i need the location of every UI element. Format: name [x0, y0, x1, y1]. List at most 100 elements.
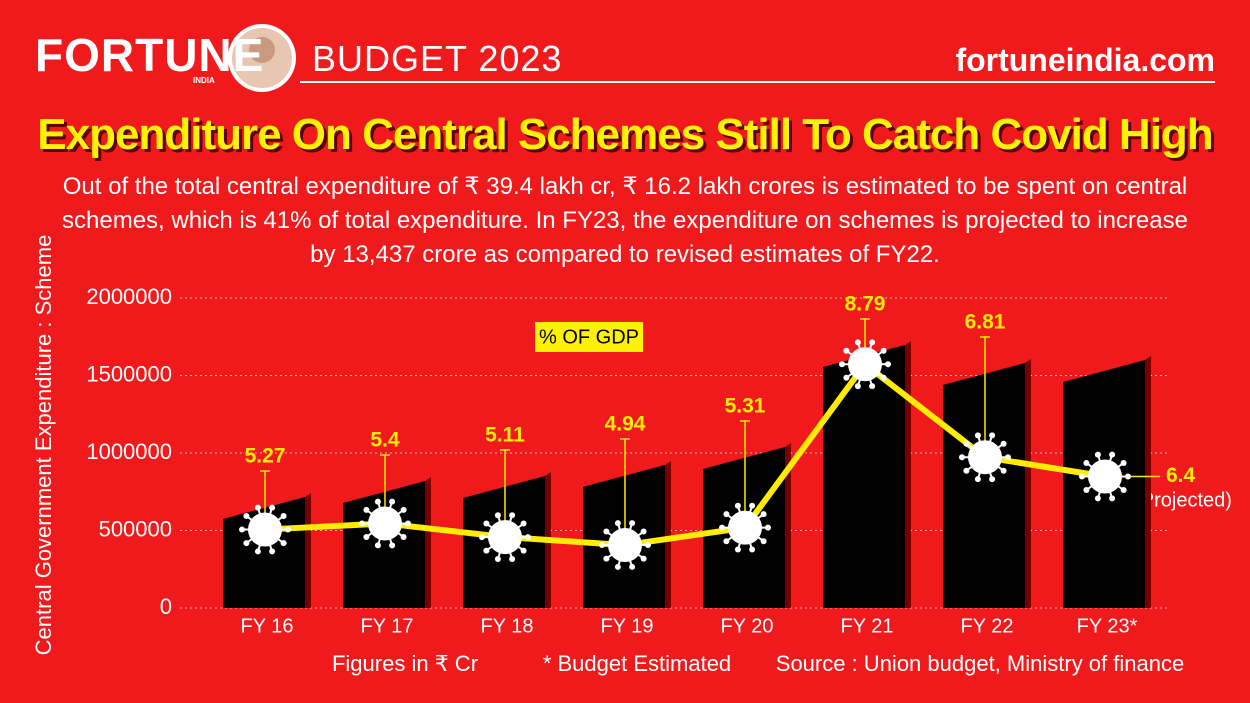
marker-tip — [749, 502, 756, 509]
y-tick-label: 500000 — [99, 516, 172, 541]
marker-tip — [269, 548, 276, 555]
marker-tip — [1094, 451, 1101, 458]
marker-tip — [520, 520, 527, 527]
virus-marker — [359, 498, 411, 549]
marker-tip — [1109, 495, 1116, 502]
marker-tip — [843, 374, 850, 381]
marker-tip — [839, 361, 845, 368]
y-axis-label: Central Government Expenditure : Scheme — [31, 235, 56, 656]
y-tick-label: 1000000 — [86, 439, 172, 464]
virus-marker — [959, 432, 1011, 483]
data-label: 5.11 — [485, 423, 525, 446]
edition: BUDGET 2023 — [312, 38, 563, 79]
y-tick-label: 1500000 — [86, 361, 172, 386]
marker-tip — [603, 528, 610, 535]
marker-tip — [749, 546, 756, 553]
marker-tip — [1125, 473, 1131, 480]
marker-tip — [389, 498, 396, 505]
marker-tip — [1094, 495, 1101, 502]
marker-tip — [243, 540, 250, 547]
marker-core — [728, 510, 762, 545]
x-tick-label: FY 21 — [841, 615, 894, 637]
bar — [823, 344, 905, 608]
bar — [223, 497, 305, 608]
marker-tip — [254, 504, 261, 511]
marker-tip — [760, 538, 767, 545]
marker-tip — [843, 347, 850, 354]
virus-marker — [719, 502, 771, 553]
marker-core — [488, 520, 522, 555]
x-tick-label: FY 18 — [481, 615, 534, 637]
marker-tip — [989, 476, 996, 483]
bar-side — [905, 340, 911, 608]
bar — [943, 362, 1025, 608]
annotation: (Projected) — [1134, 489, 1232, 511]
x-tick-label: FY 23* — [1077, 615, 1138, 637]
marker-tip — [723, 511, 730, 518]
marker-tip — [640, 555, 647, 562]
note: * Budget Estimated — [543, 651, 731, 676]
marker-core — [1088, 459, 1122, 494]
site: fortuneindia.com — [955, 42, 1215, 78]
note: Source : Union budget, Ministry of finan… — [776, 651, 1184, 676]
marker-tip — [723, 538, 730, 545]
marker-tip — [989, 432, 996, 439]
bar-side — [785, 442, 791, 608]
brand-sub: INDIA — [193, 76, 215, 85]
virus-marker — [1079, 451, 1131, 502]
x-tick-label: FY 22 — [961, 615, 1014, 637]
marker-tip — [760, 511, 767, 518]
x-tick-label: FY 20 — [721, 615, 774, 637]
bar-side — [305, 493, 311, 608]
marker-tip — [869, 383, 876, 390]
marker-tip — [734, 546, 741, 553]
brand: FORTUNE — [35, 29, 265, 81]
marker-tip — [525, 534, 531, 541]
marker-core — [968, 440, 1002, 475]
marker-tip — [719, 524, 725, 531]
bar-side — [1025, 358, 1031, 608]
legend-box — [535, 322, 643, 352]
data-label: 4.94 — [605, 412, 646, 435]
bar-side — [425, 477, 431, 608]
marker-tip — [509, 512, 516, 519]
marker-core — [248, 512, 282, 547]
marker-tip — [359, 520, 365, 527]
marker-tip — [479, 534, 485, 541]
note: Figures in ₹ Cr — [332, 651, 478, 676]
x-tick-label: FY 17 — [361, 615, 414, 637]
marker-core — [368, 506, 402, 541]
marker-tip — [1079, 473, 1085, 480]
marker-tip — [854, 383, 861, 390]
marker-tip — [963, 467, 970, 474]
virus-marker — [839, 339, 891, 390]
marker-tip — [405, 520, 411, 527]
data-label: 5.31 — [725, 395, 766, 418]
marker-tip — [599, 542, 605, 549]
virus-marker — [479, 512, 531, 562]
marker-tip — [1120, 487, 1127, 494]
marker-tip — [854, 339, 861, 346]
bar — [343, 481, 425, 608]
marker-tip — [374, 542, 381, 549]
marker-tip — [494, 512, 501, 519]
marker-tip — [614, 520, 621, 527]
marker-tip — [400, 506, 407, 513]
virus-marker — [599, 520, 651, 570]
marker-tip — [959, 454, 965, 461]
virus-marker — [239, 504, 291, 555]
bar-side — [1145, 356, 1151, 608]
data-label: 5.27 — [245, 445, 286, 468]
marker-tip — [509, 555, 516, 562]
marker-tip — [880, 347, 887, 354]
marker-tip — [389, 542, 396, 549]
x-tick-label: FY 16 — [241, 615, 294, 637]
marker-tip — [640, 528, 647, 535]
data-label: 5.4 — [370, 429, 400, 452]
marker-tip — [734, 502, 741, 509]
marker-tip — [1083, 459, 1090, 466]
marker-tip — [1109, 451, 1116, 458]
marker-tip — [363, 506, 370, 513]
marker-tip — [614, 563, 621, 570]
